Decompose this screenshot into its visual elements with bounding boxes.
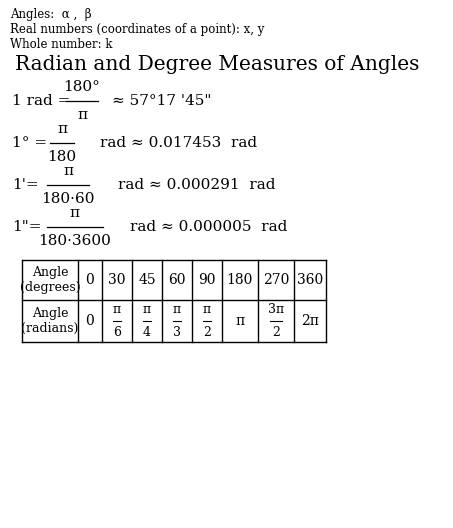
- Text: π: π: [70, 206, 80, 220]
- Text: π: π: [173, 303, 181, 316]
- Text: 180: 180: [227, 273, 253, 287]
- Text: rad ≈ 0.017453  rad: rad ≈ 0.017453 rad: [100, 136, 257, 150]
- Text: 3: 3: [173, 326, 181, 339]
- Text: π: π: [63, 164, 73, 178]
- Text: 2: 2: [272, 326, 280, 339]
- Text: 0: 0: [86, 314, 94, 328]
- Text: 30: 30: [108, 273, 126, 287]
- Text: Angles:  α ,  β: Angles: α , β: [10, 8, 92, 21]
- Text: 0: 0: [86, 273, 94, 287]
- Text: 1"=: 1"=: [12, 220, 42, 234]
- Text: 1 rad =: 1 rad =: [12, 94, 70, 108]
- Text: 1'=: 1'=: [12, 178, 39, 192]
- Text: 180: 180: [48, 150, 77, 164]
- Text: 6: 6: [113, 326, 121, 339]
- Text: π: π: [113, 303, 121, 316]
- Text: 4: 4: [143, 326, 151, 339]
- Text: 270: 270: [263, 273, 289, 287]
- Text: rad ≈ 0.000005  rad: rad ≈ 0.000005 rad: [130, 220, 287, 234]
- Text: Radian and Degree Measures of Angles: Radian and Degree Measures of Angles: [15, 55, 419, 74]
- Text: Whole number: k: Whole number: k: [10, 38, 112, 51]
- Text: π: π: [77, 108, 87, 122]
- Text: 180·60: 180·60: [41, 192, 95, 206]
- Text: 2: 2: [203, 326, 211, 339]
- Text: π: π: [143, 303, 151, 316]
- Text: 45: 45: [138, 273, 156, 287]
- Text: 2π: 2π: [301, 314, 319, 328]
- Text: 90: 90: [198, 273, 216, 287]
- Text: 1° =: 1° =: [12, 136, 47, 150]
- Text: 360: 360: [297, 273, 323, 287]
- Text: 3π: 3π: [268, 303, 284, 316]
- Text: 180°: 180°: [63, 80, 101, 94]
- Text: rad ≈ 0.000291  rad: rad ≈ 0.000291 rad: [118, 178, 275, 192]
- Text: π: π: [203, 303, 211, 316]
- Text: Angle
(degrees): Angle (degrees): [19, 266, 80, 294]
- Text: π: π: [236, 314, 245, 328]
- Text: ≈ 57°17 '45": ≈ 57°17 '45": [112, 94, 212, 108]
- Text: Real numbers (coordinates of a point): x, y: Real numbers (coordinates of a point): x…: [10, 23, 265, 36]
- Text: 60: 60: [168, 273, 186, 287]
- Text: π: π: [57, 122, 67, 136]
- Text: Angle
(radians): Angle (radians): [21, 307, 79, 335]
- Text: 180·3600: 180·3600: [39, 234, 111, 248]
